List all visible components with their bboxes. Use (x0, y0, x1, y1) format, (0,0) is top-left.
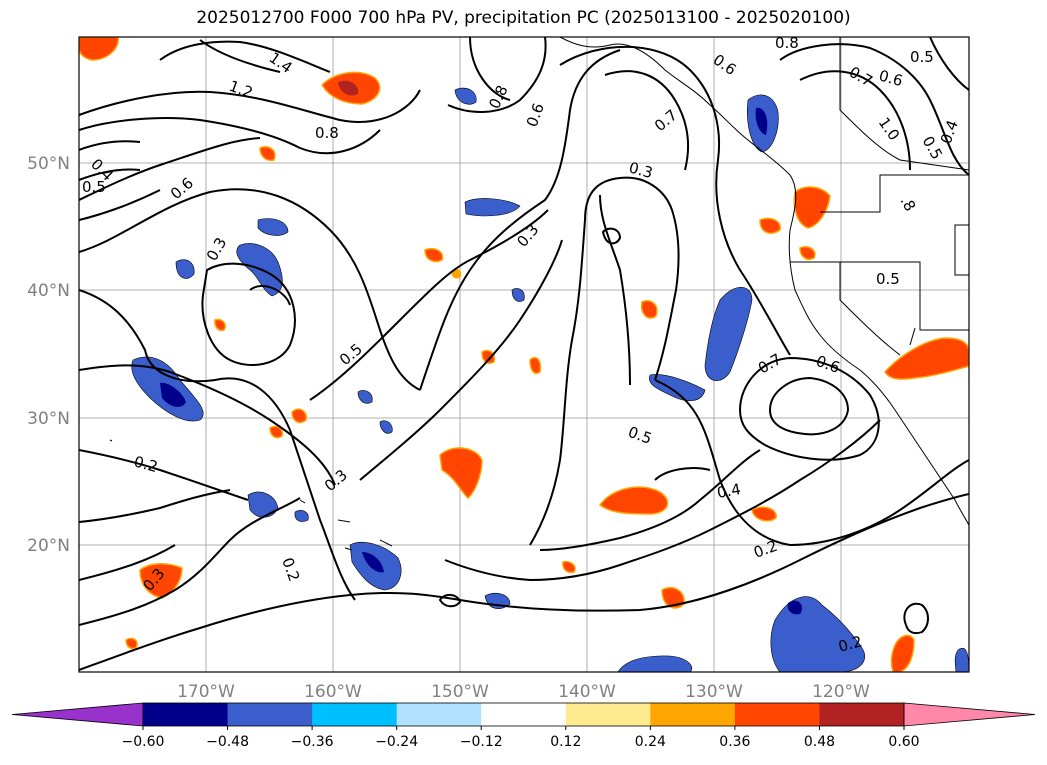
colorbar-segment (396, 703, 482, 726)
colorbar-segment (481, 703, 567, 726)
colorbar-segment (734, 703, 820, 726)
contour-label: 0.3 (627, 158, 655, 182)
plot-area (79, 37, 969, 672)
colorbar-extend-high (903, 702, 1036, 727)
lat-label: 40°N (27, 281, 70, 301)
colorbar-segment (819, 703, 905, 726)
colorbar-tick-label: 0.60 (888, 734, 919, 750)
lon-label: 140°W (558, 682, 616, 702)
lon-label: 170°W (177, 682, 235, 702)
colorbar-extend-low (11, 702, 144, 727)
colorbar-segment (565, 703, 651, 726)
lat-label: 30°N (27, 409, 70, 429)
lon-label: 150°W (431, 682, 489, 702)
contour-label: 0.2 (132, 452, 160, 476)
lon-label: 120°W (812, 682, 870, 702)
colorbar-tick-label: −0.24 (375, 734, 418, 750)
contour-label: 0.6 (877, 66, 905, 90)
contour-label: 0.2 (836, 632, 864, 656)
lat-axis-labels: 50°N 40°N 30°N 20°N (27, 154, 70, 556)
colorbar-tick-label: 0.24 (635, 734, 666, 750)
coastlines (109, 37, 969, 551)
contour-label: 0.4 (716, 480, 743, 502)
contour-label: 0.5 (82, 178, 106, 196)
plot-frame (78, 36, 970, 673)
colorbar: −0.60 −0.48 −0.36 −0.24 −0.12 0.12 0.24 0.36 0.4… (11, 702, 1036, 750)
colorbar-tick-label: −0.60 (122, 734, 165, 750)
lon-axis-labels: 170°W 160°W 150°W 140°W 130°W 120°W (177, 682, 870, 702)
colorbar-segment (143, 703, 229, 726)
colorbar-tick-label: −0.36 (291, 734, 334, 750)
colorbar-frame (142, 702, 905, 727)
colorbar-tick-label: −0.48 (206, 734, 249, 750)
lat-label: 50°N (27, 154, 70, 174)
colorbar-tick-label: 0.12 (550, 734, 581, 750)
pv-contours (79, 37, 969, 671)
colorbar-segment (650, 703, 736, 726)
lat-label: 20°N (27, 536, 70, 556)
contour-label: 0.5 (910, 48, 934, 66)
contour-label: 0.8 (775, 34, 799, 52)
colorbar-tick-label: −0.12 (460, 734, 503, 750)
colorbar-tick-label: 0.36 (719, 734, 750, 750)
chart-title: 2025012700 F000 700 hPa PV, precipitatio… (196, 8, 851, 28)
contour-label: 0.5 (876, 270, 900, 288)
contour-label: 0.8 (315, 124, 339, 142)
colorbar-tick-label: 0.48 (804, 734, 835, 750)
precip-fill-patches (79, 37, 969, 672)
lon-label: 160°W (304, 682, 362, 702)
colorbar-segment (312, 703, 398, 726)
lon-label: 130°W (685, 682, 743, 702)
colorbar-segment (227, 703, 313, 726)
